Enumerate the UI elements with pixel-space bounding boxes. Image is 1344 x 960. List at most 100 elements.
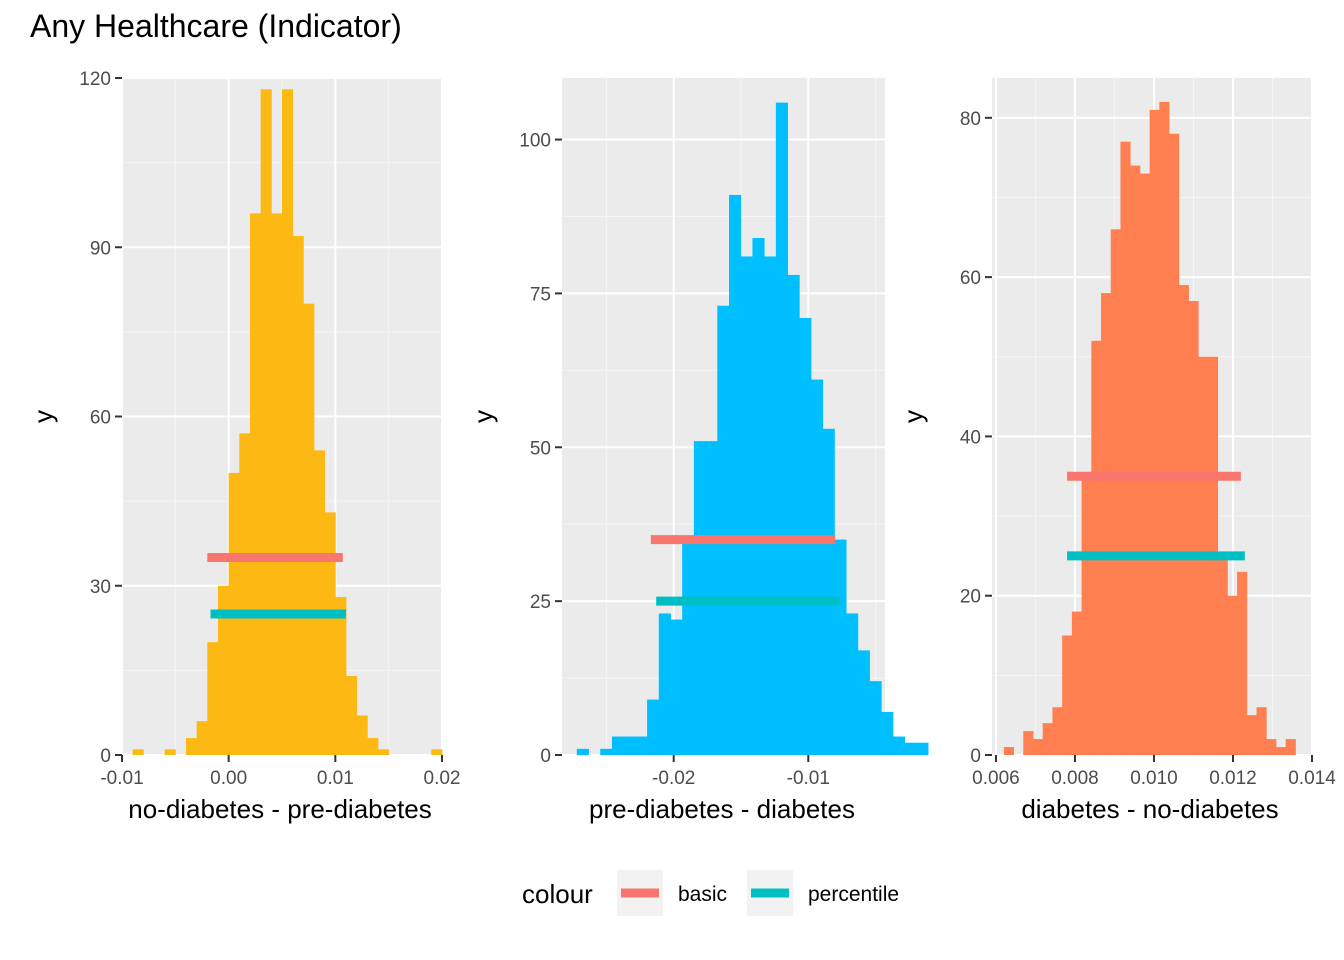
histogram-bar xyxy=(600,748,613,755)
histogram-bar xyxy=(1120,141,1131,755)
histogram-bars xyxy=(1003,101,1296,756)
histogram-bar xyxy=(740,256,753,755)
y-tick-label: 60 xyxy=(960,268,981,289)
histogram-bar xyxy=(346,676,358,755)
x-tick-label: 0.008 xyxy=(1051,768,1099,789)
legend-label-percentile: percentile xyxy=(808,883,899,906)
histogram-bar xyxy=(250,213,262,755)
y-tick-label: 60 xyxy=(90,408,111,429)
x-tick-label: 0.01 xyxy=(317,768,354,789)
panel-3: 0 20 40 60 80 0.006 0.008 0.010 0.012 0.014 diabet… xyxy=(898,78,1336,824)
histogram-bar xyxy=(186,738,198,755)
y-axis-title: y xyxy=(28,410,58,423)
histogram-bar xyxy=(1275,747,1287,755)
histogram-bar xyxy=(356,715,368,755)
histogram-bar xyxy=(1091,340,1102,755)
y-tick-label: 50 xyxy=(530,438,551,459)
histogram-bar xyxy=(1033,739,1044,755)
y-tick-label: 90 xyxy=(90,238,111,259)
chart-title: Any Healthcare (Indicator) xyxy=(30,8,402,44)
histogram-bar xyxy=(1188,301,1199,755)
histogram-bar xyxy=(670,619,683,755)
panel-1: 0 30 60 90 120 -0.01 0.00 0.01 0.02 no-diabetes -… xyxy=(28,69,460,824)
histogram-bar xyxy=(196,721,208,755)
legend: colour basic percentile xyxy=(522,870,899,916)
histogram-bar xyxy=(431,749,443,755)
histogram-bar xyxy=(1246,715,1257,755)
y-axis-title: y xyxy=(468,410,498,423)
histogram-bar xyxy=(857,650,870,755)
y-tick-label: 30 xyxy=(90,577,111,598)
histogram-bar xyxy=(635,736,648,755)
histogram-bar xyxy=(729,194,742,755)
y-tick-label: 25 xyxy=(530,592,551,613)
histogram-bar xyxy=(810,379,824,755)
histogram-bar xyxy=(324,512,336,755)
y-tick-label: 0 xyxy=(100,746,111,767)
x-tick-label: -0.02 xyxy=(652,768,695,789)
histogram-bar xyxy=(260,89,272,756)
histogram-bar xyxy=(834,539,847,755)
histogram-bar xyxy=(1178,285,1189,755)
histogram-bar xyxy=(1023,731,1034,755)
x-tick-label: 0.010 xyxy=(1130,768,1178,789)
histogram-bar xyxy=(378,749,390,755)
histogram-bar xyxy=(1159,101,1170,756)
legend-label-basic: basic xyxy=(678,883,727,906)
histogram-bar xyxy=(1256,707,1267,755)
x-tick-label: 0.012 xyxy=(1209,768,1257,789)
y-tick-label: 20 xyxy=(960,587,981,608)
histogram-bar xyxy=(1052,707,1063,755)
histogram-bar xyxy=(775,102,788,756)
histogram-bar xyxy=(303,303,315,755)
histogram-bar xyxy=(1062,635,1073,755)
histogram-bar xyxy=(218,585,230,755)
x-tick-label: -0.01 xyxy=(100,768,143,789)
x-axis-title: no-diabetes - pre-diabetes xyxy=(128,794,432,824)
histogram-bar xyxy=(367,738,379,755)
y-tick-label: 120 xyxy=(79,69,111,90)
histogram-bar xyxy=(1237,571,1248,755)
histogram-bar xyxy=(916,742,929,755)
y-tick-label: 0 xyxy=(970,746,981,767)
x-tick-label: 0.006 xyxy=(972,768,1020,789)
histogram-bar xyxy=(1003,747,1014,755)
histogram-bar xyxy=(1217,555,1228,755)
histogram-bar xyxy=(682,539,695,755)
y-tick-label: 0 xyxy=(540,746,551,767)
histogram-bar xyxy=(132,749,144,755)
histogram-bar xyxy=(647,699,660,755)
histogram-bar xyxy=(1285,739,1296,755)
histogram-bar xyxy=(717,305,730,755)
x-tick-label: 0.00 xyxy=(210,768,247,789)
y-tick-label: 75 xyxy=(530,284,551,305)
panel-2: 0 25 50 75 100 -0.02 -0.01 pre-diabetes - diabe… xyxy=(468,78,929,824)
histogram-bars xyxy=(576,102,929,756)
histogram-bar xyxy=(1101,293,1112,755)
x-tick-label: 0.014 xyxy=(1288,768,1336,789)
x-axis-title: diabetes - no-diabetes xyxy=(1021,794,1278,824)
histogram-bar xyxy=(869,681,882,755)
histogram-bar xyxy=(787,274,800,755)
histogram-bar xyxy=(1266,739,1277,755)
histogram-bar xyxy=(881,711,894,755)
histogram-bar xyxy=(239,433,251,755)
histogram-bar xyxy=(658,613,671,755)
histogram-bar xyxy=(1227,595,1238,755)
histogram-bar xyxy=(271,213,283,755)
histogram-bar xyxy=(611,736,625,755)
legend-title: colour xyxy=(522,879,593,909)
y-tick-label: 40 xyxy=(960,427,981,448)
histogram-bar xyxy=(764,256,777,755)
histogram-bar xyxy=(292,235,304,755)
histogram-bar xyxy=(207,642,219,755)
histogram-bar xyxy=(1071,611,1082,755)
histogram-bar xyxy=(752,238,765,755)
histogram-bar xyxy=(623,736,636,755)
histogram-bar xyxy=(822,428,835,755)
y-axis-title: y xyxy=(898,410,928,423)
histogram-bar xyxy=(1139,173,1151,755)
histogram-bar xyxy=(1110,229,1121,755)
histogram-bar xyxy=(892,736,906,755)
